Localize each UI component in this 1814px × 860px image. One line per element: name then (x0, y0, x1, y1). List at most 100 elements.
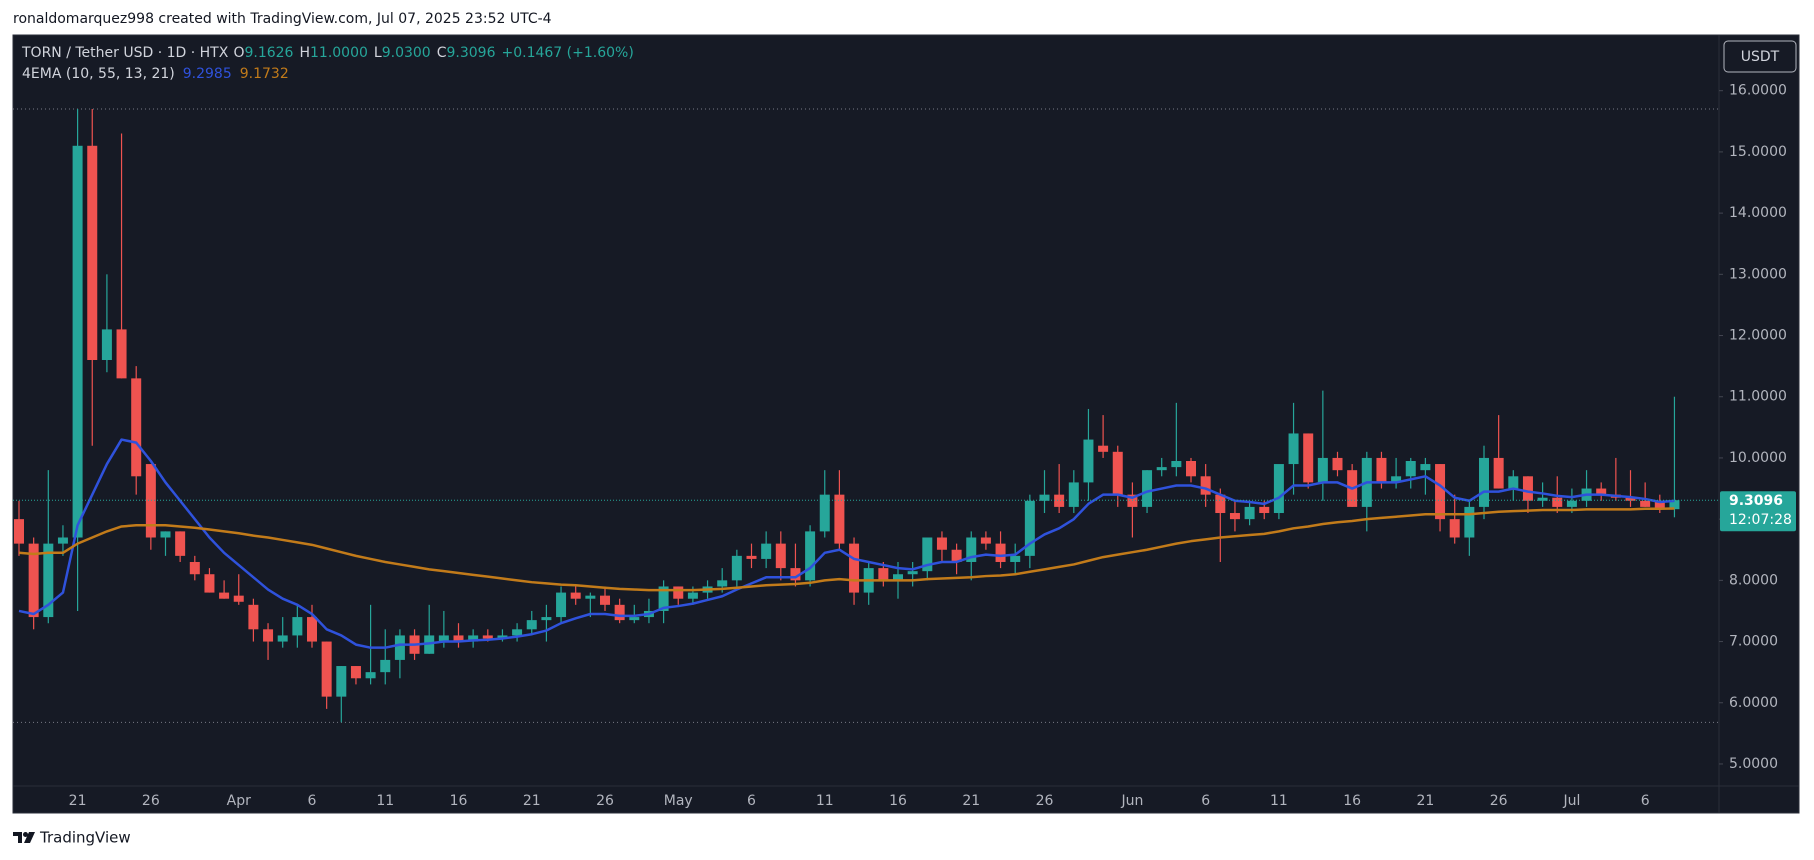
x-tick-label: 6 (1201, 793, 1210, 809)
candle-body (1449, 519, 1460, 538)
candle-body (1479, 457, 1489, 507)
x-tick-label: 21 (523, 793, 541, 809)
candle-body (995, 543, 1006, 562)
candle-body (43, 543, 54, 618)
indicator-value: 9.2985 (183, 66, 232, 82)
candle-body (1098, 445, 1109, 452)
y-tick-label: 10.0000 (1729, 450, 1787, 466)
candle-body (1508, 476, 1519, 489)
candle-body (1522, 476, 1533, 501)
ohlc-value: 9.3096 (447, 45, 496, 61)
x-tick-label: 16 (889, 793, 907, 809)
candle-body (1156, 467, 1167, 471)
symbol: TORN / Tether USD · 1D · HTX (21, 45, 229, 61)
candle-body (687, 592, 698, 599)
x-tick-label: 26 (142, 793, 160, 809)
candle-body (1596, 488, 1607, 495)
x-tick-label: 6 (1641, 793, 1650, 809)
candle-body (1420, 464, 1431, 471)
candle-body (101, 329, 112, 361)
candle-body (175, 531, 186, 556)
candle-body (1112, 451, 1123, 495)
candle-body (468, 635, 479, 642)
candle-body (951, 549, 962, 562)
currency-label[interactable]: USDT (1741, 49, 1780, 65)
ohlc-label: C (437, 45, 447, 61)
candle-body (585, 595, 596, 599)
candle-body (1435, 464, 1446, 520)
candle-body (160, 531, 171, 538)
credit: ronaldomarquez998 created with TradingVi… (13, 11, 552, 27)
candle-body (87, 145, 98, 361)
y-tick-label: 8.0000 (1729, 572, 1778, 588)
candle-body (1537, 497, 1548, 501)
candle-body (893, 574, 903, 581)
candle-body (394, 635, 405, 660)
y-tick-label: 16.0000 (1729, 83, 1787, 99)
candle-body (1068, 482, 1079, 507)
candle-body (849, 543, 860, 593)
candle-body (1654, 500, 1665, 510)
candle-body (600, 595, 610, 605)
candle-body (746, 555, 757, 559)
candle-body (717, 580, 728, 587)
ohlc-label: H (299, 45, 310, 61)
candle-body (453, 635, 464, 642)
candle-body (512, 629, 523, 636)
y-tick-label: 12.0000 (1729, 328, 1787, 344)
candle-body (1493, 457, 1504, 489)
candle-body (116, 329, 127, 379)
candle-body (307, 617, 317, 642)
brand-name: TradingView (39, 829, 131, 847)
candle-body (1171, 460, 1182, 468)
candle-body (1200, 476, 1211, 495)
x-tick-label: Apr (227, 793, 251, 809)
candle-body (775, 543, 786, 569)
legend-indicator: 4EMA (10, 55, 13, 21) 9.2985 9.1732 (22, 66, 289, 82)
x-tick-label: May (664, 793, 693, 809)
candle-body (204, 574, 215, 593)
candle-body (878, 568, 889, 581)
candle-body (1464, 506, 1475, 538)
candle-body (248, 604, 259, 630)
ohlc-value: 9.1626 (244, 45, 293, 61)
candle-body (1405, 460, 1416, 477)
y-tick-label: 11.0000 (1729, 389, 1787, 405)
candle-body (731, 555, 742, 581)
candle-body (1303, 433, 1314, 483)
candle-body (438, 635, 449, 642)
chart-frame (12, 34, 1800, 814)
x-tick-label: 6 (308, 793, 317, 809)
candle-body (1083, 439, 1094, 483)
candle-body (907, 571, 918, 575)
currency-button[interactable] (1723, 40, 1797, 73)
ema-line (18, 507, 1675, 592)
candle-body (966, 537, 977, 562)
candle-body (761, 543, 772, 559)
candle-body (482, 635, 493, 639)
candle-body (365, 672, 376, 679)
candle-body (219, 592, 230, 599)
y-tick-label: 6.0000 (1729, 695, 1778, 711)
candle-body (14, 519, 24, 544)
candle-body (819, 494, 830, 532)
candle-body (570, 592, 581, 599)
candle-body (497, 635, 508, 639)
x-tick-label: 11 (816, 793, 834, 809)
candle-body (1332, 457, 1343, 471)
candle-body (350, 666, 361, 679)
candle-body (72, 145, 83, 538)
candle-body (1640, 500, 1651, 507)
candle-body (980, 537, 991, 544)
candle-body (57, 537, 68, 544)
y-tick-label: 5.0000 (1729, 756, 1778, 772)
y-tick-label: 14.0000 (1729, 205, 1787, 221)
candle-body (1244, 506, 1255, 520)
y-tick-label: 13.0000 (1729, 266, 1787, 282)
candle-body (263, 629, 274, 642)
candle-body (1376, 457, 1387, 483)
x-tick-label: 21 (1416, 793, 1434, 809)
candle-body (1552, 497, 1563, 507)
